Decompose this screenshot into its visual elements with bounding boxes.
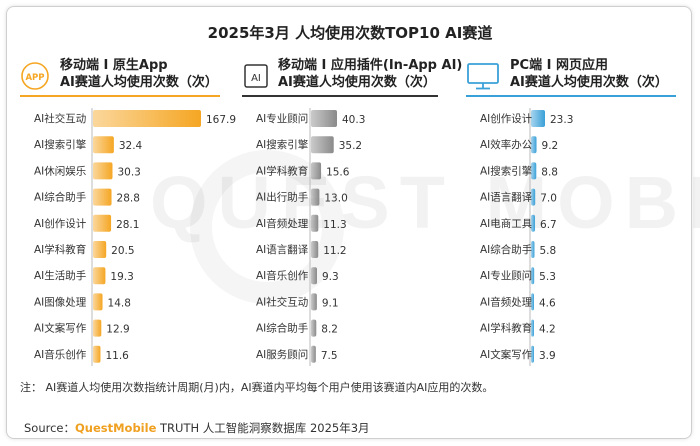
source-brand: QuestMobile: [75, 421, 157, 435]
app-icon: APP: [20, 61, 50, 95]
app-icon-label: APP: [25, 73, 44, 83]
ai-chip-icon: AI: [242, 61, 272, 95]
panel-header-pc: PC端 I 网页应用 AI赛道人均使用次数（次）: [466, 57, 676, 97]
watermark-text: QUEST MOBILE: [150, 161, 700, 244]
footnote: 注： AI赛道人均使用次数指统计周期(月)内，AI赛道内平均每个用户使用该赛道内…: [20, 381, 494, 394]
card-frame: [6, 6, 692, 439]
panel-app-subtitle: AI赛道人均使用次数（次）: [60, 75, 218, 90]
panel-plugin-subtitle: AI赛道人均使用次数（次）: [278, 75, 436, 90]
source-line: Source：QuestMobile TRUTH 人工智能洞察数据库 2025年…: [24, 420, 370, 436]
panel-app-underline: [20, 95, 220, 97]
panel-plugin-title: 移动端 I 应用插件(In-App AI): [278, 58, 463, 73]
panel-plugin-underline: [242, 95, 438, 97]
panel-pc-title: PC端 I 网页应用: [510, 58, 608, 73]
monitor-icon: [466, 61, 500, 95]
source-prefix: Source：: [24, 421, 75, 435]
ai-chip-icon-label: AI: [251, 73, 261, 84]
panel-header-plugin: AI 移动端 I 应用插件(In-App AI) AI赛道人均使用次数（次）: [242, 57, 462, 97]
panel-header-app: APP 移动端 I 原生App AI赛道人均使用次数（次）: [20, 57, 220, 97]
source-suffix: TRUTH 人工智能洞察数据库 2025年3月: [156, 421, 370, 435]
panel-pc-subtitle: AI赛道人均使用次数（次）: [510, 75, 668, 90]
panel-pc-underline: [466, 95, 676, 97]
panel-app-title: 移动端 I 原生App: [60, 58, 168, 73]
chart-title: 2025年3月 人均使用次数TOP10 AI赛道: [207, 24, 493, 42]
